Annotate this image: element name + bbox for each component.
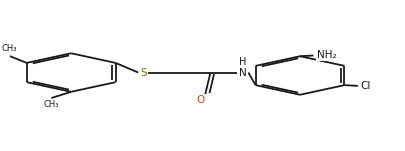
Text: Cl: Cl [360,81,370,91]
Text: O: O [196,95,204,105]
Text: S: S [140,67,146,77]
Text: N: N [238,67,246,77]
Text: NH₂: NH₂ [316,50,336,61]
Text: CH₃: CH₃ [43,100,59,109]
Text: H: H [239,57,246,67]
Text: CH₃: CH₃ [1,44,17,53]
